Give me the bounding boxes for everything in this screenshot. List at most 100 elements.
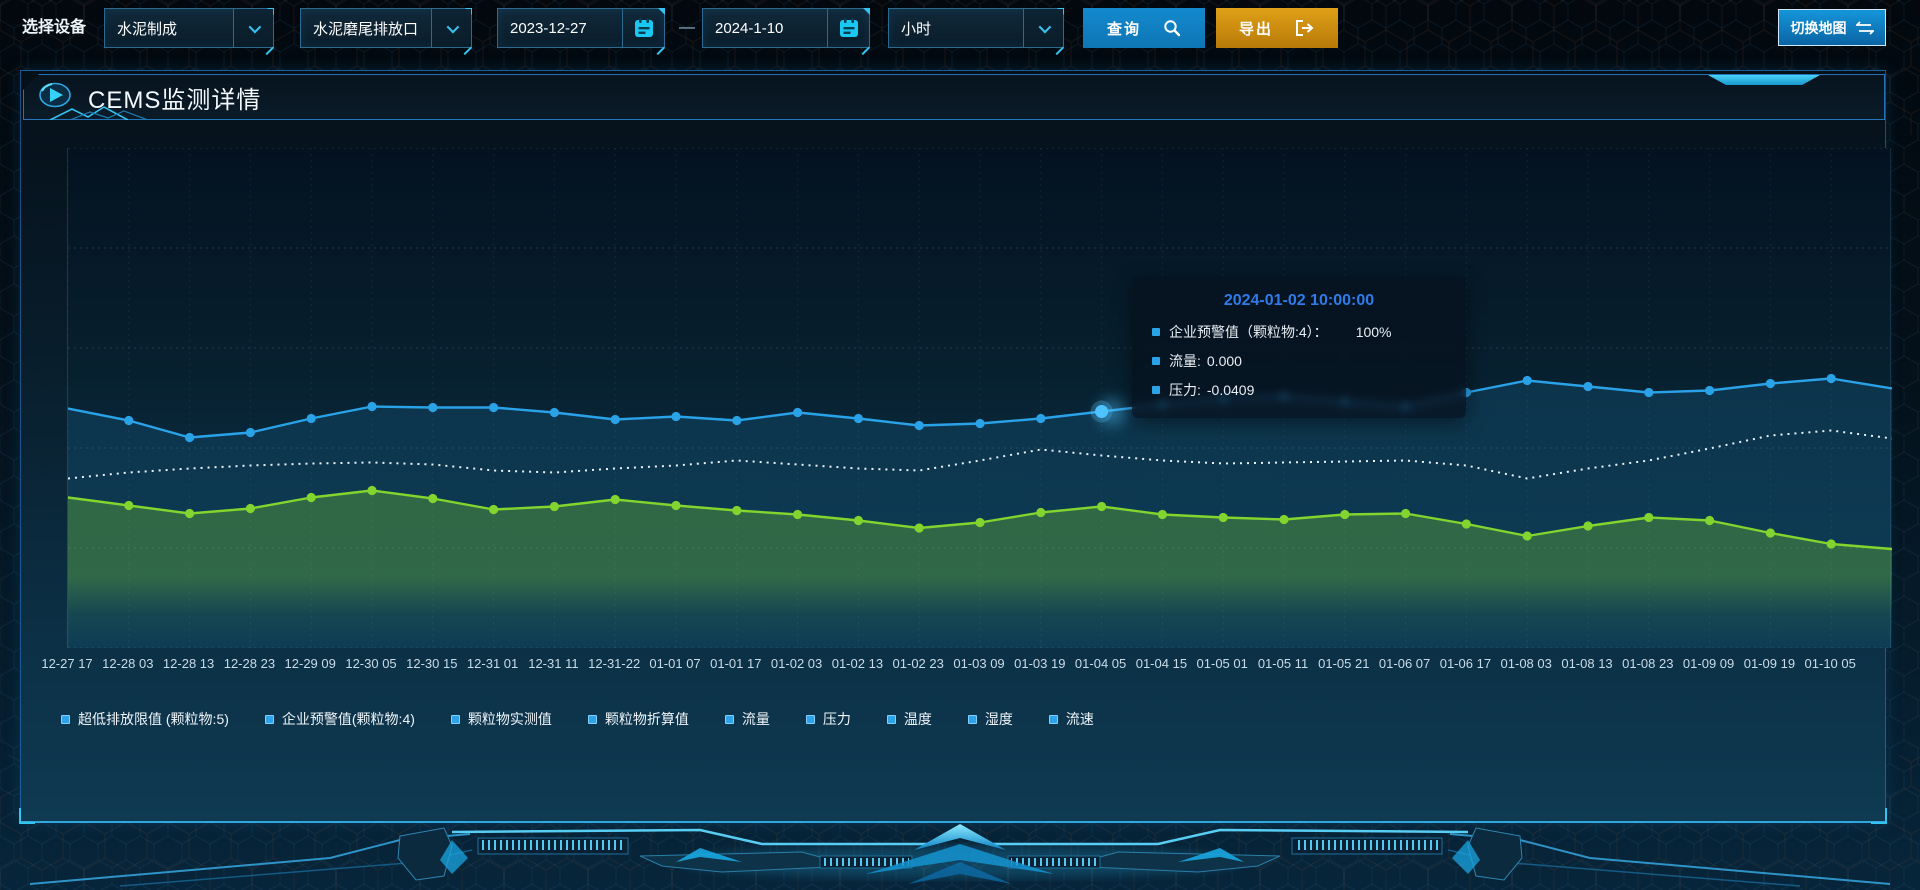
tooltip-series-marker-icon <box>1152 386 1160 394</box>
interval-select[interactable]: 小时 <box>888 8 1064 48</box>
export-button-label: 导出 <box>1238 20 1273 38</box>
device-type-select[interactable]: 水泥制成 <box>104 8 274 48</box>
x-axis-label: 01-03 19 <box>1014 656 1066 671</box>
x-axis-label: 12-28 13 <box>162 656 215 671</box>
x-axis-label: 01-05 01 <box>1196 656 1248 671</box>
chevron-down-icon[interactable] <box>431 9 471 47</box>
legend-label: 流量 <box>741 711 770 727</box>
calendar-icon[interactable] <box>622 9 664 47</box>
tooltip-series-marker-icon <box>1152 357 1160 365</box>
legend-item[interactable]: 压力 <box>805 709 851 729</box>
x-axis-label: 01-05 11 <box>1257 656 1309 671</box>
x-axis-label: 01-02 13 <box>831 656 884 671</box>
tooltip-timestamp: 2024-01-02 10:00:00 <box>1223 292 1375 309</box>
x-axis-label: 12-28 03 <box>102 656 154 671</box>
x-axis-label: 01-02 03 <box>770 656 823 671</box>
query-button-label: 查询 <box>1106 20 1141 38</box>
legend-marker-icon <box>967 714 977 724</box>
start-date-input[interactable]: 2023-12-27 <box>497 8 665 48</box>
x-axis-label: 01-04 05 <box>1074 656 1127 671</box>
x-axis-label: 12-27 17 <box>41 656 93 671</box>
switch-map-label: 切换地图 <box>1790 19 1847 36</box>
header-notch-accent <box>1708 75 1820 85</box>
legend-marker-icon <box>805 714 815 724</box>
export-button[interactable]: 导出 <box>1216 8 1338 48</box>
legend-item[interactable]: 颗粒物实测值 <box>450 709 552 729</box>
play-icon <box>38 81 72 114</box>
x-axis-label: 12-31 11 <box>528 656 579 671</box>
legend-item[interactable]: 流速 <box>1048 709 1094 729</box>
x-axis-label: 12-28 23 <box>223 656 276 671</box>
outlet-select[interactable]: 水泥磨尾排放口 <box>300 8 472 48</box>
x-axis-label: 01-05 21 <box>1318 656 1370 671</box>
legend-marker-icon <box>1048 714 1058 724</box>
cems-line-chart[interactable]: 2024-01-02 10:00:00 企业预警值（颗粒物:4）： 100% 流量:… <box>67 147 1893 649</box>
legend-item[interactable]: 颗粒物折算值 <box>587 709 689 729</box>
x-axis-label: 12-30 05 <box>345 656 397 671</box>
switch-map-button[interactable]: 切换地图 <box>1778 9 1886 46</box>
query-button[interactable]: 查询 <box>1083 8 1205 48</box>
x-axis-label: 01-01 17 <box>710 656 762 671</box>
end-date-input[interactable]: 2024-1-10 <box>702 8 870 48</box>
legend-item[interactable]: 企业预警值(颗粒物:4) <box>264 709 415 729</box>
chevron-down-icon[interactable] <box>1023 9 1063 47</box>
tooltip-row-label: 压力: <box>1169 382 1201 398</box>
legend-marker-icon <box>264 714 274 724</box>
tooltip-row: 流量: 0.000 <box>1152 351 1446 371</box>
x-axis-label: 01-10 05 <box>1804 656 1856 671</box>
legend-marker-icon <box>61 714 70 724</box>
x-axis-label: 12-30 15 <box>406 656 458 671</box>
search-icon <box>1164 20 1181 37</box>
x-axis-label: 01-08 23 <box>1622 656 1674 671</box>
hover-point-glow <box>1098 398 1126 426</box>
x-axis-label: 01-09 19 <box>1743 656 1796 671</box>
x-axis-label: 01-03 09 <box>953 656 1005 671</box>
tooltip-row-value: 100% <box>1355 324 1392 340</box>
tooltip-row-value: 0.000 <box>1206 353 1242 369</box>
cems-detail-panel: CEMS监测详情 2024-01-02 10:00:00 企业预警值（颗粒物:4… <box>19 70 1893 824</box>
device-select-label: 选择设备 <box>22 19 87 36</box>
chart-tooltip: 2024-01-02 10:00:00 企业预警值（颗粒物:4）： 100% 流量:… <box>1132 276 1466 418</box>
export-icon <box>1296 20 1314 36</box>
chart-legend: 超低排放限值 (颗粒物:5) 企业预警值(颗粒物:4) 颗粒物实测值 颗粒物折算值 流量… <box>61 709 1861 729</box>
x-axis-label: 01-02 23 <box>892 656 944 671</box>
panel-corner-accent <box>19 808 35 824</box>
toolbar: 选择设备 水泥制成 水泥磨尾排放口 2023-12-27 — 2024-1-10… <box>0 0 1920 56</box>
legend-label: 颗粒物折算值 <box>604 711 689 727</box>
interval-value: 小时 <box>901 20 932 38</box>
tooltip-row: 企业预警值（颗粒物:4）： 100% <box>1152 322 1446 342</box>
legend-label: 湿度 <box>984 711 1013 727</box>
chevron-down-icon[interactable] <box>233 9 273 47</box>
x-axis-label: 01-06 07 <box>1378 656 1431 671</box>
x-axis-label: 12-31 01 <box>466 656 519 671</box>
x-axis-label: 01-01 07 <box>649 656 701 671</box>
start-date-value: 2023-12-27 <box>510 19 587 37</box>
legend-label: 温度 <box>903 711 932 727</box>
tooltip-series-marker-icon <box>1152 328 1160 336</box>
legend-marker-icon <box>886 714 896 724</box>
calendar-icon[interactable] <box>827 9 869 47</box>
x-axis-label: 12-29 09 <box>284 656 336 671</box>
page-title: CEMS监测详情 <box>88 86 262 114</box>
legend-marker-icon <box>587 714 597 724</box>
tooltip-row-value: -0.0409 <box>1206 382 1255 398</box>
legend-label: 流速 <box>1065 711 1094 727</box>
tooltip-row-label: 流量: <box>1169 353 1201 369</box>
legend-item[interactable]: 湿度 <box>967 709 1013 729</box>
legend-label: 颗粒物实测值 <box>467 711 552 727</box>
legend-marker-icon <box>724 714 734 724</box>
swap-arrows-icon <box>1855 20 1874 35</box>
legend-label: 超低排放限值 (颗粒物:5) <box>78 711 229 727</box>
legend-label: 企业预警值(颗粒物:4) <box>281 711 415 727</box>
legend-label: 压力 <box>822 711 851 727</box>
x-axis-label: 01-08 13 <box>1561 656 1613 671</box>
legend-item[interactable]: 温度 <box>886 709 932 729</box>
legend-item[interactable]: 流量 <box>724 709 770 729</box>
legend-item[interactable]: 超低排放限值 (颗粒物:5) <box>61 709 229 729</box>
outlet-value: 水泥磨尾排放口 <box>313 20 419 38</box>
x-axis-label: 01-08 03 <box>1500 656 1552 671</box>
x-axis-label: 01-09 09 <box>1682 656 1735 671</box>
end-date-value: 2024-1-10 <box>715 19 784 37</box>
tooltip-row: 压力: -0.0409 <box>1152 380 1446 400</box>
